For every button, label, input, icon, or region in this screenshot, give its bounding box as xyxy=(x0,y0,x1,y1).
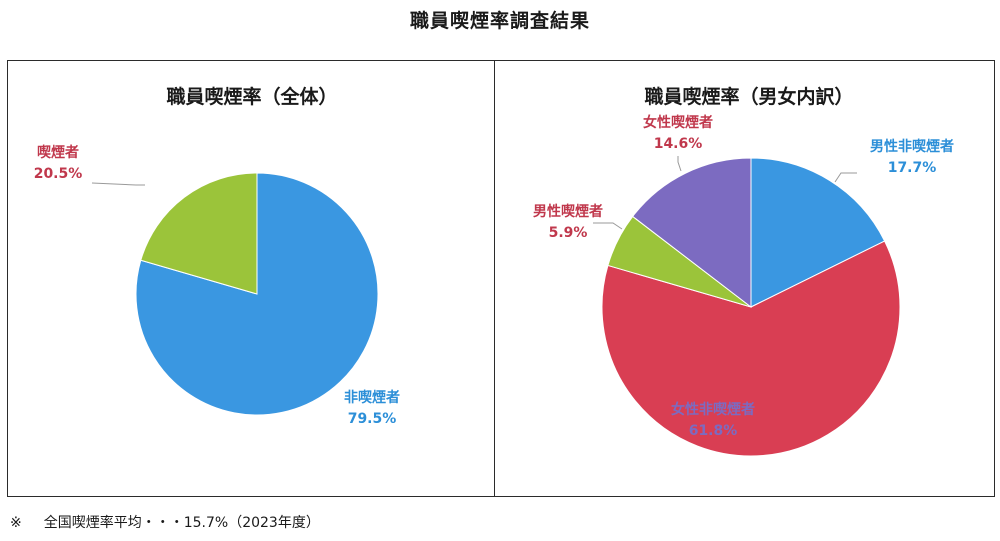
chart-title-gender: 職員喫煙率（男女内訳） xyxy=(644,85,853,108)
slice-label-name-gender-1: 女性非喫煙者 xyxy=(671,401,755,418)
leader-line-gender-2 xyxy=(593,222,623,230)
footnote-text: 全国喫煙率平均・・・15.7%（2023年度） xyxy=(43,515,320,531)
slice-label-value-gender-0: 17.7% xyxy=(888,160,937,176)
slice-label-value-gender-2: 5.9% xyxy=(549,225,588,241)
pie-slice-gender-0 xyxy=(750,157,886,308)
slice-label-name-overall-1: 喫煙者 xyxy=(37,144,79,161)
slice-label-name-overall-0: 非喫煙者 xyxy=(344,389,400,406)
slice-label-name-gender-0: 男性非喫煙者 xyxy=(870,138,954,155)
chart-title-overall: 職員喫煙率（全体） xyxy=(166,85,337,108)
slice-label-value-gender-3: 14.6% xyxy=(654,136,703,152)
leader-line-overall-1 xyxy=(91,182,145,186)
slice-label-value-overall-1: 20.5% xyxy=(34,166,83,182)
pie-chart-gender: 職員喫煙率（男女内訳） 男性非喫煙者 17.7% 女性非喫煙者 61.8% 男性喫煙者 5… xyxy=(533,85,954,457)
footnote: ※ 全国喫煙率平均・・・15.7%（2023年度） xyxy=(10,512,342,532)
pie-slice-overall-1 xyxy=(140,172,258,295)
pie-slice-gender-3 xyxy=(631,157,752,309)
pie-chart-overall: 職員喫煙率（全体） 非喫煙者 79.5% 喫煙者 20.5% xyxy=(34,85,400,427)
page-title: 職員喫煙率調査結果 xyxy=(409,10,590,32)
slice-label-name-gender-3: 女性喫煙者 xyxy=(643,114,713,131)
leader-line-gender-3 xyxy=(677,156,682,172)
chart-panel-gender: 職員喫煙率（男女内訳） 男性非喫煙者 17.7% 女性非喫煙者 61.8% 男性喫煙者 5… xyxy=(494,60,995,497)
slice-label-value-gender-1: 61.8% xyxy=(689,423,738,439)
pie-slice-gender-1 xyxy=(601,240,901,457)
leader-line-gender-0 xyxy=(834,172,857,183)
chart-panel-overall: 職員喫煙率（全体） 非喫煙者 79.5% 喫煙者 20.5% xyxy=(7,60,495,497)
slice-label-name-gender-2: 男性喫煙者 xyxy=(533,203,603,220)
footnote-mark: ※ xyxy=(10,515,22,531)
slice-label-value-overall-0: 79.5% xyxy=(348,411,397,427)
